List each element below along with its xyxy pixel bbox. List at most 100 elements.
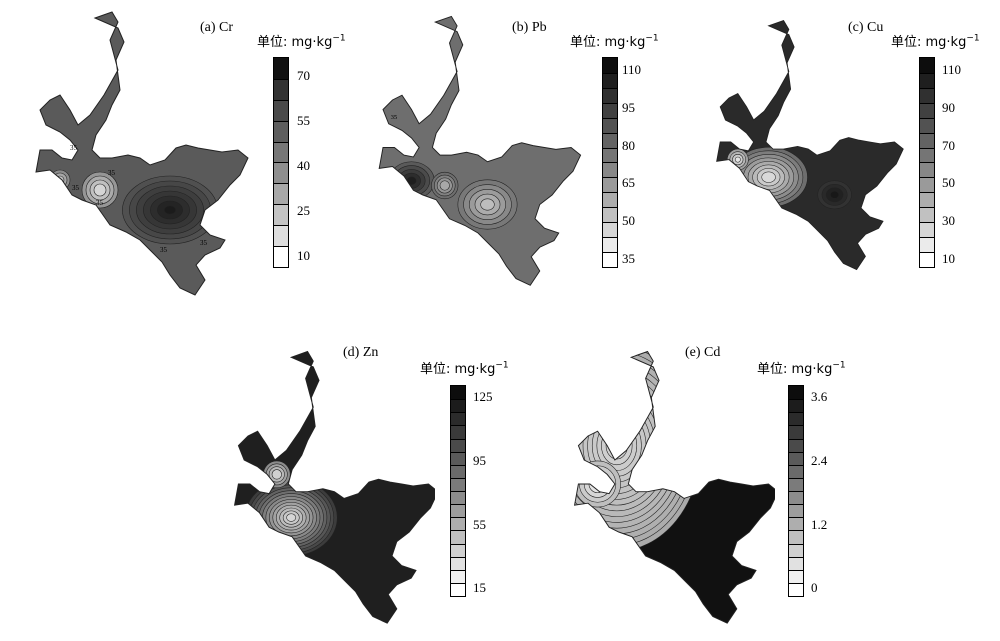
colorbar-swatch [920,102,934,118]
colorbar-swatch [274,120,288,142]
colorbar-swatch [920,177,934,193]
colorbar-tick-label: 110 [942,62,962,78]
colorbar-swatch [274,183,288,205]
colorbar-swatch [920,147,934,163]
colorbar-swatch [603,87,617,103]
colorbar-swatch [789,438,803,452]
panel-title-cr: (a) Cr [200,20,234,35]
colorbar-swatch [274,141,288,163]
colorbar-tick-label: 1.2 [811,516,828,532]
colorbar-tick-label: 10 [297,247,310,263]
colorbar-swatch [451,543,465,557]
panel-cu: (c) Cu 单位: mg·kg−1 110 90 70 50 30 10 [680,0,1000,310]
colorbar-swatch [789,517,803,531]
colorbar-swatch [603,177,617,193]
colorbar-swatch [603,222,617,238]
colorbar-tick-label: 65 [622,175,635,191]
colorbar-swatch [451,504,465,518]
colorbar-tick-label: 90 [942,100,955,116]
colorbar-swatch [603,162,617,178]
contour-label: 35 [96,199,104,207]
colorbar-swatch [789,412,803,426]
contour-label: 35 [70,144,78,152]
colorbar-tick-label: 3.6 [811,388,828,404]
panel-cr: 35 35 35 35 35 35 (a) Cr 单位: mg·kg−1 70 55 40 25… [0,0,346,310]
colorbar-swatch [451,412,465,426]
panel-title-cu: (c) Cu [848,20,884,35]
colorbar-tick-label: 95 [473,452,486,468]
colorbar-swatch [603,117,617,133]
colorbar-swatch [789,491,803,505]
contour-label: 35 [391,114,398,121]
colorbar-swatch [920,87,934,103]
contour-label: 35 [160,246,168,254]
map-cr: 35 35 35 35 35 35 [35,11,249,296]
colorbar-tick-label: 70 [297,67,310,83]
panel-cd: (e) Cd 单位: mg·kg−1 3.6 2.4 1.2 0 [535,335,855,635]
unit-label-cd: 单位: mg·kg−1 [757,360,846,377]
colorbar-swatch [451,556,465,570]
colorbar-swatch [451,530,465,544]
colorbar-pb [602,57,618,268]
colorbar-swatch [789,504,803,518]
colorbar-tick-label: 50 [942,175,955,191]
colorbar-swatch [920,162,934,178]
colorbar-tick-label: 80 [622,137,635,153]
colorbar-swatch [603,132,617,148]
panel-title-pb: (b) Pb [512,20,547,35]
colorbar-swatch [274,225,288,247]
colorbar-tick-label: 55 [297,112,310,128]
colorbar-swatch [789,582,803,596]
panel-title-zn: (d) Zn [343,345,379,360]
unit-label-pb: 单位: mg·kg−1 [570,33,659,50]
colorbar-tick-label: 15 [473,580,486,596]
colorbar-swatch [451,491,465,505]
colorbar-swatch [274,246,288,267]
colorbar-tick-label: 25 [297,202,310,218]
colorbar-swatch [451,517,465,531]
colorbar-swatch [603,192,617,208]
colorbar-swatch [603,72,617,88]
colorbar-swatch [789,569,803,583]
colorbar-swatch [789,530,803,544]
colorbar-swatch [274,204,288,226]
panel-zn: (d) Zn 单位: mg·kg−1 125 95 55 15 [195,335,525,635]
colorbar-swatch [789,425,803,439]
colorbar-swatch [451,438,465,452]
colorbar-swatch [451,464,465,478]
colorbar-swatch [451,477,465,491]
colorbar-swatch [603,237,617,252]
colorbar-swatch [274,78,288,100]
colorbar-tick-label: 95 [622,100,635,116]
colorbar-swatch [920,72,934,88]
colorbar-cd [788,385,804,597]
colorbar-swatch [603,207,617,223]
colorbar-swatch [920,207,934,223]
colorbar-swatch [451,582,465,596]
colorbar-tick-label: 35 [622,250,635,266]
colorbar-swatch [920,251,934,267]
colorbar-swatch [789,451,803,465]
colorbar-swatch [920,237,934,252]
colorbar-swatch [920,222,934,238]
contour-label: 35 [108,169,116,177]
colorbar-swatch [789,556,803,570]
map-cu [716,20,904,271]
colorbar-cu [919,57,935,268]
colorbar-swatch [920,58,934,73]
colorbar-swatch [274,99,288,121]
unit-label-cr: 单位: mg·kg−1 [257,33,346,50]
unit-label-zn: 单位: mg·kg−1 [420,360,509,377]
colorbar-tick-label: 55 [473,516,486,532]
contour-label: 35 [72,184,80,192]
unit-label-cu: 单位: mg·kg−1 [891,33,980,50]
colorbar-swatch [603,58,617,73]
colorbar-swatch [920,117,934,133]
colorbar-swatch [603,251,617,267]
colorbar-tick-label: 30 [942,212,955,228]
colorbar-swatch [274,58,288,79]
colorbar-tick-label: 50 [622,212,635,228]
map-pb: 35 [378,15,582,286]
colorbar-swatch [451,425,465,439]
colorbar-zn [450,385,466,597]
